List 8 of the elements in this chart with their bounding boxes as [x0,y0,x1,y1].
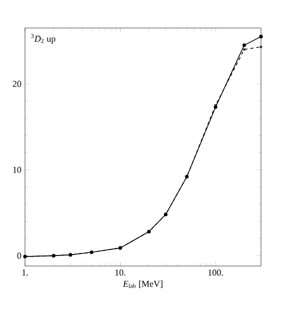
y-tick-label: 10 [13,166,22,173]
x-tick-label: 10. [115,270,126,276]
y-tick-label: 0 [17,252,22,259]
y-tick-label: 20 [12,80,22,87]
x-axis-title: E$_{lab}$ [MeV] [122,280,162,288]
x-tick-label: 1. [22,270,28,276]
annotation: $^{3}$D$_{2}$ up [31,34,56,44]
x-tick-label: 100. [208,270,223,276]
